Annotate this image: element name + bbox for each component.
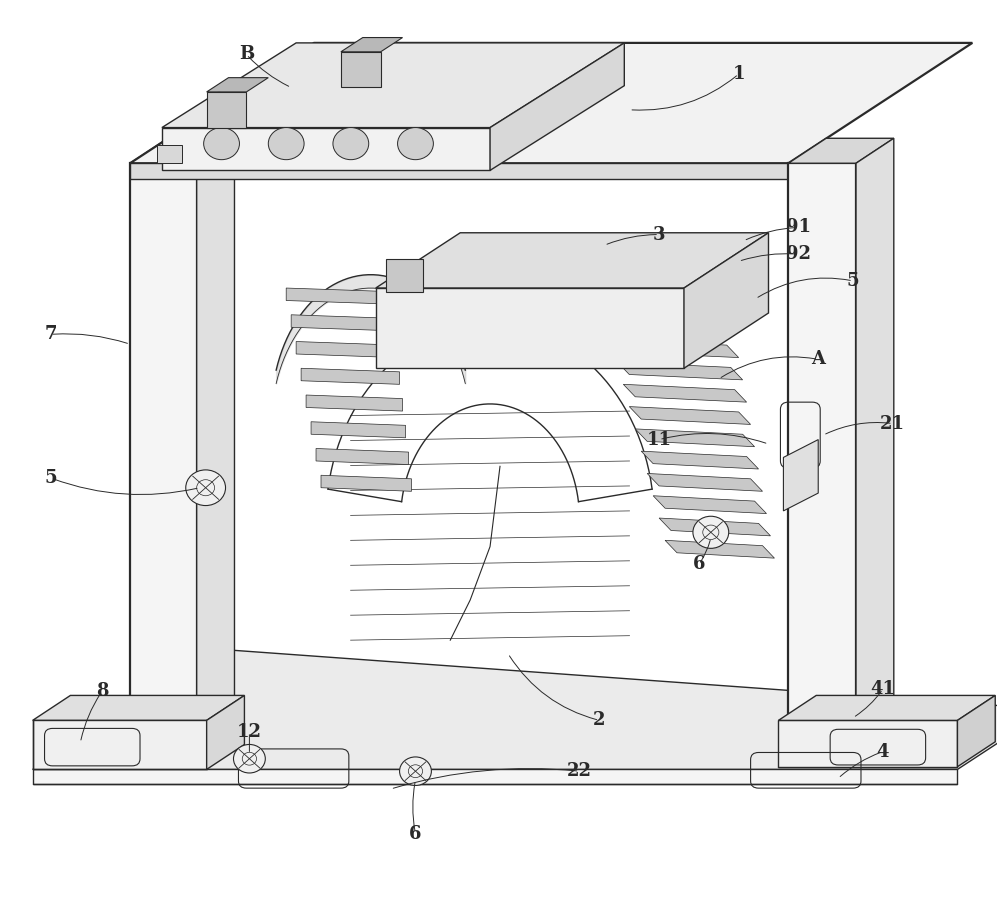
- Text: 91: 91: [786, 219, 811, 237]
- Polygon shape: [665, 540, 774, 558]
- Text: 92: 92: [786, 245, 811, 263]
- Polygon shape: [162, 43, 624, 127]
- Text: 21: 21: [880, 414, 905, 432]
- Ellipse shape: [667, 252, 700, 278]
- Bar: [386, 258, 423, 292]
- Polygon shape: [33, 720, 207, 770]
- Polygon shape: [321, 475, 411, 492]
- Polygon shape: [957, 695, 995, 767]
- Circle shape: [204, 127, 239, 160]
- Circle shape: [233, 745, 265, 773]
- Text: 6: 6: [693, 555, 705, 573]
- Polygon shape: [311, 422, 406, 438]
- Bar: [341, 52, 381, 88]
- Text: 5: 5: [44, 469, 57, 487]
- Text: 41: 41: [870, 680, 895, 698]
- Polygon shape: [306, 395, 403, 411]
- Polygon shape: [617, 362, 743, 379]
- Polygon shape: [296, 342, 397, 358]
- Text: 22: 22: [567, 762, 592, 780]
- Polygon shape: [197, 138, 234, 720]
- Polygon shape: [157, 145, 182, 163]
- Text: 3: 3: [653, 225, 665, 244]
- Polygon shape: [611, 340, 739, 358]
- Polygon shape: [130, 163, 788, 179]
- Text: 2: 2: [593, 711, 606, 729]
- Text: 8: 8: [96, 682, 108, 700]
- Polygon shape: [316, 448, 409, 465]
- Ellipse shape: [552, 252, 585, 278]
- Circle shape: [398, 127, 433, 160]
- Polygon shape: [684, 232, 769, 369]
- Polygon shape: [162, 127, 490, 170]
- Polygon shape: [788, 138, 894, 163]
- Polygon shape: [33, 649, 1000, 770]
- Polygon shape: [788, 163, 856, 720]
- Polygon shape: [376, 288, 684, 369]
- Text: A: A: [811, 351, 825, 369]
- Text: 11: 11: [647, 431, 672, 448]
- Polygon shape: [783, 440, 818, 511]
- Polygon shape: [856, 138, 894, 720]
- Circle shape: [400, 757, 431, 786]
- Text: 1: 1: [732, 65, 745, 83]
- Polygon shape: [376, 232, 769, 288]
- Text: B: B: [239, 46, 254, 64]
- Polygon shape: [130, 163, 197, 720]
- Polygon shape: [653, 496, 767, 514]
- Polygon shape: [635, 429, 755, 447]
- Ellipse shape: [494, 252, 527, 278]
- Polygon shape: [647, 474, 763, 492]
- Polygon shape: [301, 369, 400, 384]
- Ellipse shape: [609, 252, 642, 278]
- Circle shape: [186, 470, 226, 506]
- Circle shape: [333, 127, 369, 160]
- Polygon shape: [130, 43, 972, 163]
- Polygon shape: [341, 38, 403, 52]
- Text: 4: 4: [877, 743, 889, 761]
- Text: 5: 5: [847, 272, 859, 290]
- Polygon shape: [623, 384, 747, 402]
- Polygon shape: [605, 318, 735, 335]
- Polygon shape: [641, 451, 759, 469]
- Circle shape: [727, 281, 767, 317]
- Text: 12: 12: [237, 723, 262, 741]
- Polygon shape: [659, 518, 770, 536]
- Circle shape: [268, 127, 304, 160]
- Polygon shape: [778, 695, 995, 720]
- Polygon shape: [33, 770, 957, 784]
- Polygon shape: [130, 138, 234, 163]
- Text: 6: 6: [409, 824, 422, 842]
- Polygon shape: [207, 78, 268, 91]
- Text: 7: 7: [44, 326, 57, 344]
- Polygon shape: [286, 288, 391, 304]
- Polygon shape: [207, 695, 244, 770]
- Polygon shape: [33, 695, 244, 720]
- Polygon shape: [490, 43, 624, 170]
- Polygon shape: [291, 315, 394, 331]
- Polygon shape: [778, 720, 957, 767]
- Bar: [207, 91, 246, 127]
- Ellipse shape: [436, 252, 469, 278]
- Circle shape: [693, 517, 729, 548]
- Polygon shape: [629, 406, 751, 424]
- Polygon shape: [599, 295, 731, 313]
